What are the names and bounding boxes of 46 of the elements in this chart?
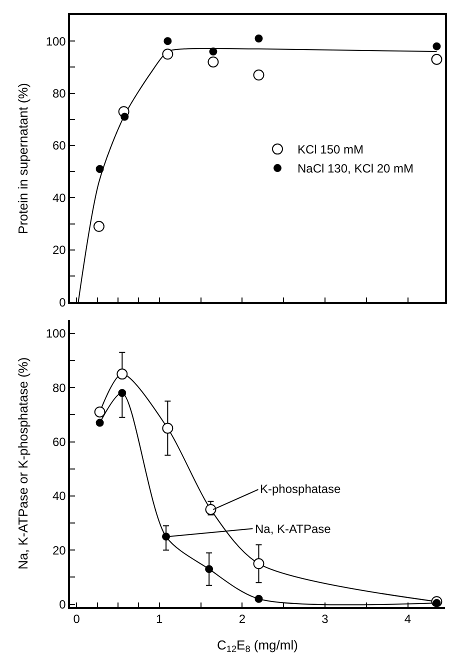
y-tick-label: 100 (46, 326, 66, 341)
y-tick-label: 100 (46, 34, 66, 48)
x-tick-label: 3 (322, 612, 329, 626)
point (162, 422, 174, 434)
x-tick-label: 0 (73, 612, 80, 626)
y-tick-label: 0 (59, 295, 66, 310)
point (208, 56, 219, 68)
y-tick-label: 60 (52, 138, 66, 153)
point (254, 34, 263, 42)
y-tick-label: 40 (52, 489, 66, 504)
point (254, 594, 263, 603)
annotation: Na, K-ATPase (255, 522, 332, 536)
y-tick-label: 0 (59, 597, 66, 612)
point (253, 70, 264, 81)
point (205, 504, 216, 515)
point (432, 42, 441, 50)
point (164, 37, 172, 46)
y-tick-label: 80 (52, 380, 66, 395)
x-axis-title: C$_{12}$E$_{8}$ (mg/ml) (217, 637, 298, 654)
point (209, 48, 218, 56)
point (253, 558, 264, 570)
point (162, 48, 174, 60)
y-tick-label: 20 (52, 243, 66, 258)
point (120, 112, 129, 121)
point (96, 418, 104, 427)
point (162, 532, 170, 541)
point (205, 565, 214, 574)
y-tick-label: 40 (52, 190, 66, 205)
point (431, 54, 442, 65)
annotation: K-phosphatase (260, 482, 342, 496)
point (116, 368, 128, 380)
x-tick-label: 2 (238, 612, 246, 626)
point (118, 389, 126, 398)
y-tick-label: 60 (52, 434, 66, 449)
y-tick-label: 80 (52, 86, 66, 101)
x-tick-label: 4 (404, 612, 412, 626)
legend-label: KCl 150 mM (298, 142, 364, 157)
x-tick-label: 1 (156, 612, 164, 626)
y-tick-label: 20 (52, 543, 66, 558)
y-axis-title: Na, K-ATPase or K-phosphatase (%) (15, 357, 30, 570)
point (96, 165, 104, 173)
y-axis-title: Protein in supernatant (%) (15, 83, 30, 234)
point (94, 406, 106, 418)
point (93, 220, 104, 232)
point (432, 598, 441, 607)
legend-label: NaCl 130, KCl 20 mM (298, 162, 414, 176)
